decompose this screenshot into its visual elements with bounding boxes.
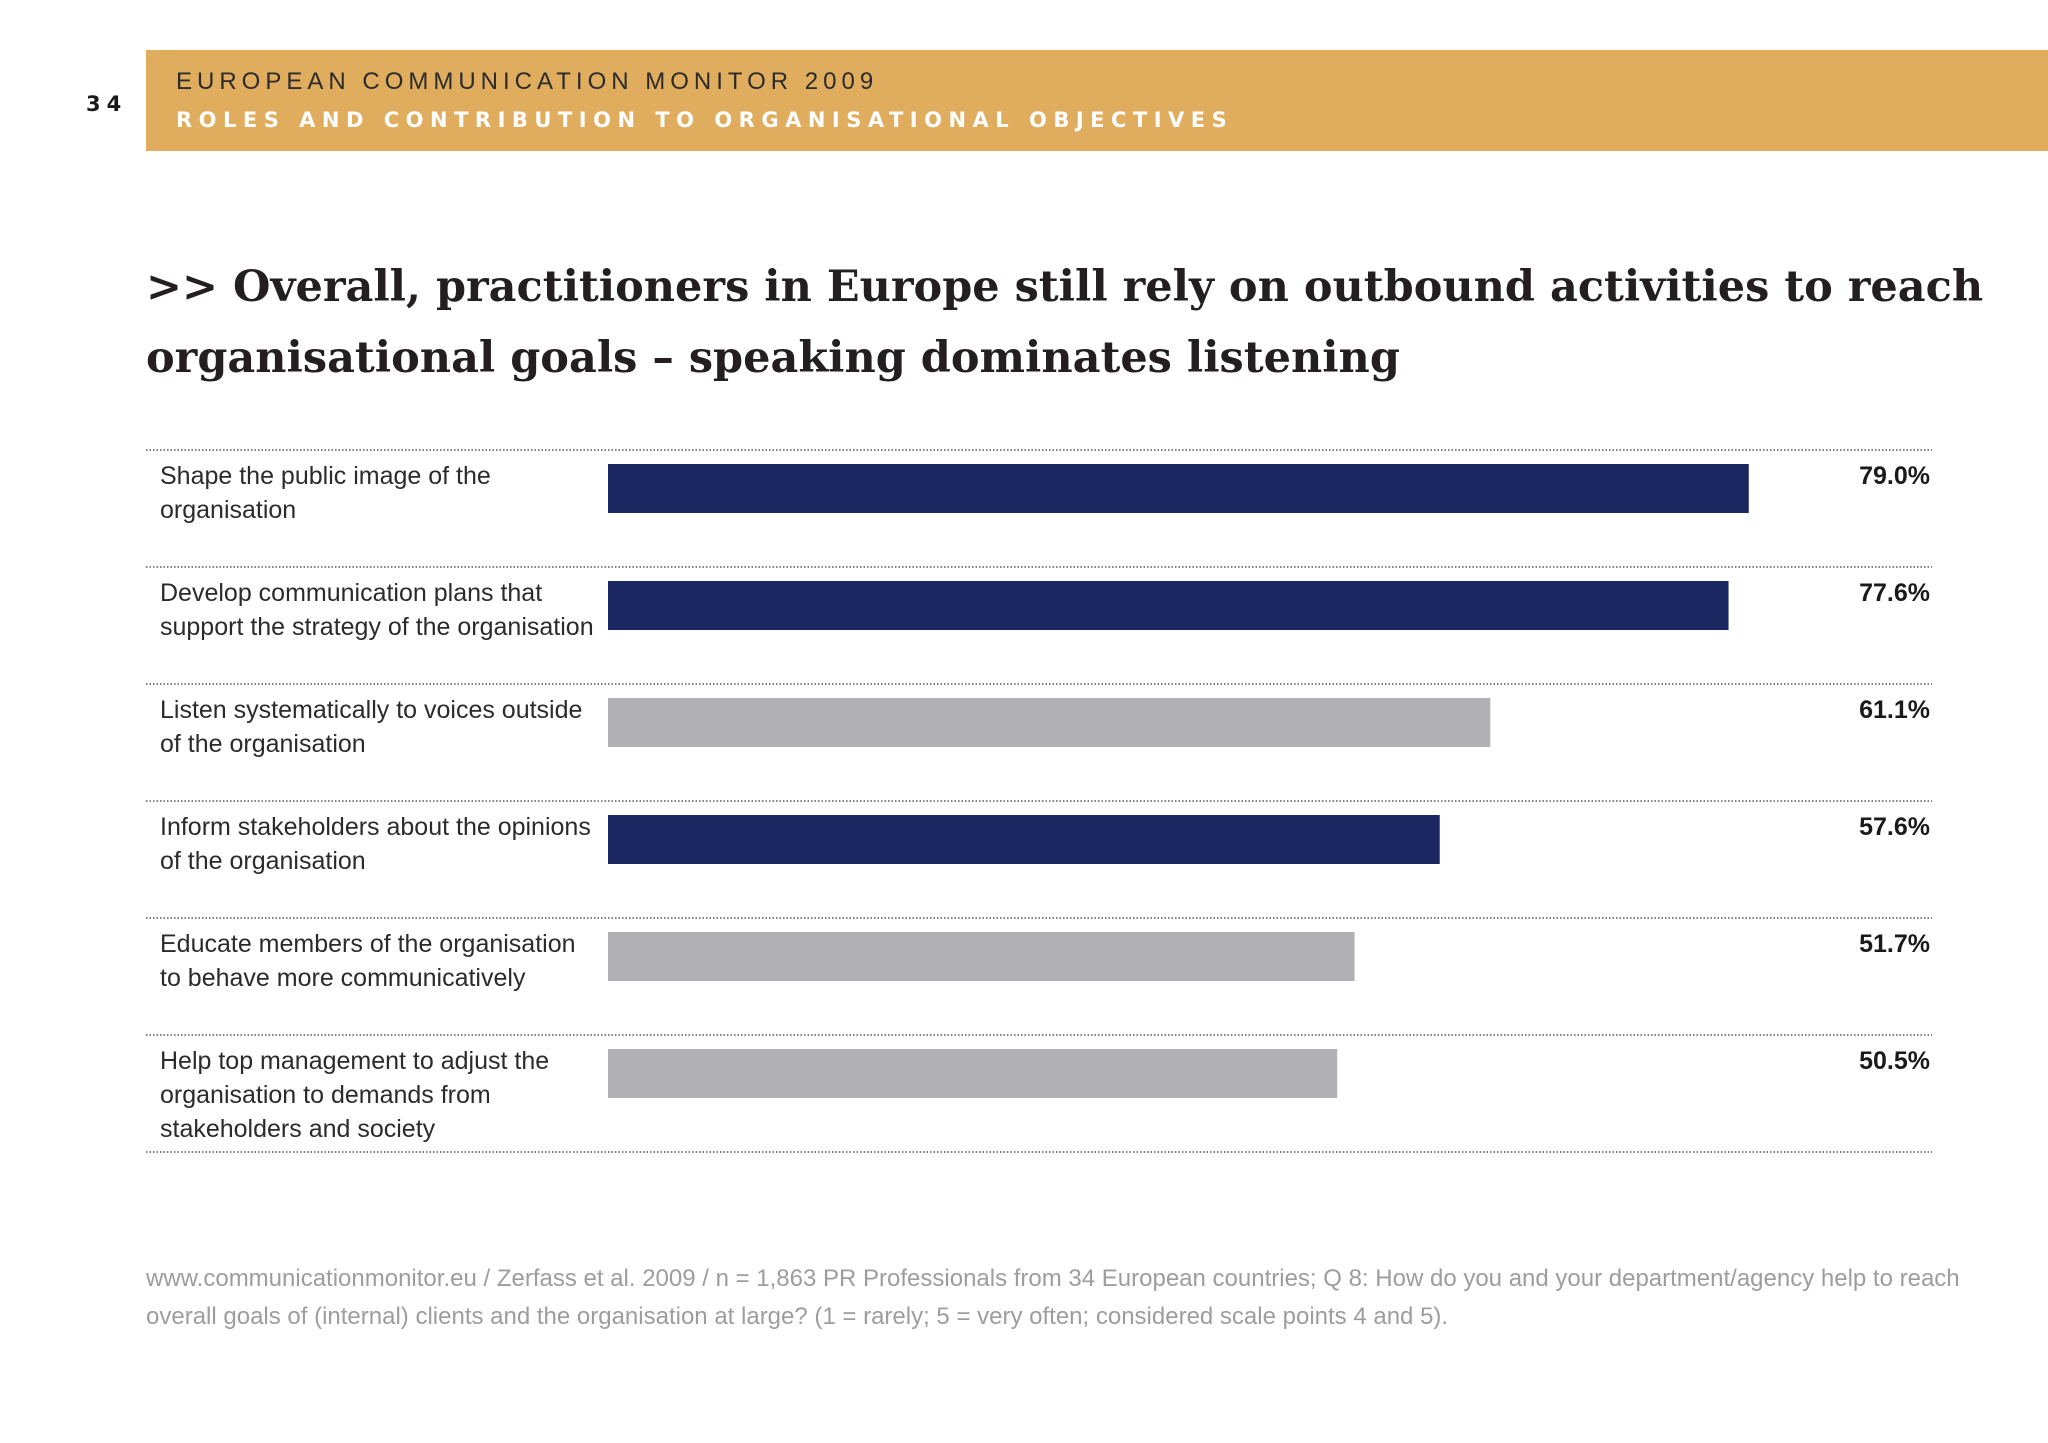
category-label-line: Help top management to adjust the [160, 1047, 549, 1075]
category-label-line: of the organisation [160, 847, 366, 875]
category-label-line: organisation [160, 496, 296, 524]
category-label: Inform stakeholders about the opinions of… [160, 813, 591, 875]
footnote-line-1: www.communicationmonitor.eu / Zerfass et… [146, 1265, 1960, 1292]
header-band: EUROPEAN COMMUNICATION MONITOR 2009 ROLE… [146, 50, 2048, 151]
value-label: 57.6% [1859, 813, 1930, 841]
category-label-line: Shape the public image of the [160, 462, 491, 490]
bar [608, 698, 1491, 747]
headline-line-2: organisational goals – speaking dominate… [146, 333, 1400, 383]
category-label-line: Inform stakeholders about the opinions [160, 813, 591, 841]
page-number: 34 [86, 92, 128, 116]
section-title: ROLES AND CONTRIBUTION TO ORGANISATIONAL… [176, 108, 1234, 132]
source-footnote: www.communicationmonitor.eu / Zerfass et… [146, 1260, 1960, 1336]
category-label: Help top management to adjust the organis… [160, 1047, 549, 1143]
category-label-line: support the strategy of the organisation [160, 613, 594, 641]
category-label: Shape the public image of the organisatio… [160, 462, 491, 524]
bar [608, 815, 1440, 864]
bar [608, 464, 1749, 513]
value-label: 77.6% [1859, 579, 1930, 607]
page-headline: >> Overall, practitioners in Europe stil… [146, 252, 2026, 394]
headline-line-1: >> Overall, practitioners in Europe stil… [146, 262, 1984, 312]
category-label-line: to behave more communicatively [160, 964, 526, 992]
category-label-line: Develop communication plans that [160, 579, 542, 607]
category-label: Listen systematically to voices outside o… [160, 696, 582, 758]
publication-title: EUROPEAN COMMUNICATION MONITOR 2009 [176, 68, 879, 95]
value-label: 50.5% [1859, 1047, 1930, 1075]
value-label: 61.1% [1859, 696, 1930, 724]
category-label-line: of the organisation [160, 730, 366, 758]
category-label: Develop communication plans that support … [160, 579, 594, 641]
bar [608, 581, 1729, 630]
bar [608, 932, 1355, 981]
category-label-line: organisation to demands from [160, 1081, 491, 1109]
category-label: Educate members of the organisation to be… [160, 930, 576, 992]
bar [608, 1049, 1338, 1098]
value-label: 51.7% [1859, 930, 1930, 958]
category-label-line: stakeholders and society [160, 1115, 436, 1143]
value-label: 79.0% [1859, 462, 1930, 490]
category-label-line: Educate members of the organisation [160, 930, 576, 958]
category-label-line: Listen systematically to voices outside [160, 696, 582, 724]
footnote-line-2: overall goals of (internal) clients and … [146, 1303, 1449, 1330]
